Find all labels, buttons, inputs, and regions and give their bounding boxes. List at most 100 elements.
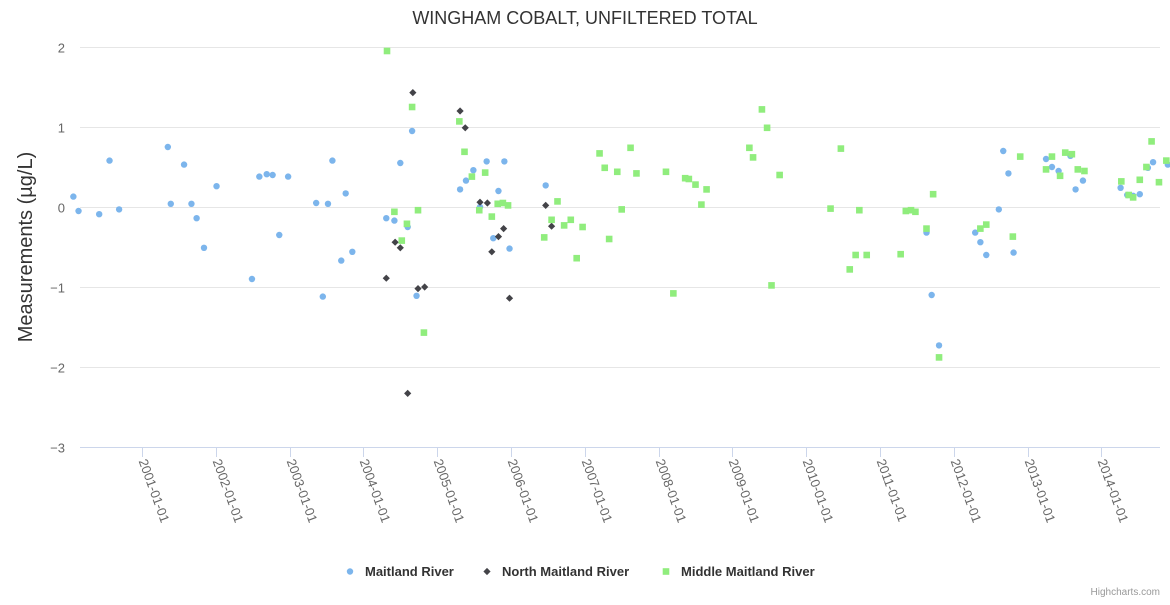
data-point[interactable] [106,157,113,164]
data-point[interactable] [494,200,502,208]
data-point[interactable] [837,145,845,152]
data-point[interactable] [1136,176,1144,184]
data-point[interactable] [560,222,568,229]
data-point[interactable] [573,254,580,262]
data-point[interactable] [456,186,464,193]
data-point[interactable] [499,199,507,207]
data-point[interactable] [662,168,670,176]
data-point[interactable] [977,239,984,246]
data-point[interactable] [391,208,398,216]
data-point[interactable] [613,168,621,176]
data-point[interactable] [319,293,327,300]
data-point[interactable] [685,175,693,183]
data-point[interactable] [681,174,689,182]
data-point[interactable] [1042,155,1050,163]
data-point[interactable] [983,251,990,259]
data-point[interactable] [633,170,640,177]
data-point[interactable] [863,251,871,259]
data-point[interactable] [75,207,82,215]
data-point[interactable] [398,237,406,244]
data-point[interactable] [1149,159,1157,166]
data-point[interactable] [495,187,502,195]
data-point[interactable] [481,169,489,176]
data-point[interactable] [542,201,550,209]
data-point[interactable] [972,229,979,236]
data-point[interactable] [413,292,420,299]
data-point[interactable] [1000,147,1007,155]
data-point[interactable] [263,171,270,178]
data-point[interactable] [483,158,490,165]
data-point[interactable] [982,221,990,228]
data-point[interactable] [408,103,416,111]
data-point[interactable] [404,389,412,397]
data-point[interactable] [542,182,549,189]
data-point[interactable] [1079,177,1087,184]
data-point[interactable] [548,216,555,224]
data-point[interactable] [414,285,422,293]
data-point[interactable] [501,158,508,165]
data-point[interactable] [579,223,586,231]
data-point[interactable] [554,198,561,205]
data-point[interactable] [763,124,771,132]
data-point[interactable] [95,211,103,218]
data-point[interactable] [470,167,477,174]
data-point[interactable] [505,294,514,302]
data-point[interactable] [567,216,575,224]
data-point[interactable] [391,238,399,246]
data-point[interactable] [70,193,77,200]
data-point[interactable] [1125,191,1133,199]
data-point[interactable] [461,124,469,132]
data-point[interactable] [284,173,292,180]
data-point[interactable] [540,234,548,241]
data-point[interactable] [167,200,174,207]
data-point[interactable] [397,159,404,167]
data-point[interactable] [403,220,411,228]
data-point[interactable] [995,206,1003,213]
data-point[interactable] [1048,153,1056,160]
data-point[interactable] [912,208,919,216]
data-point[interactable] [1117,184,1124,191]
data-point[interactable] [500,225,508,233]
data-point[interactable] [494,233,503,241]
data-point[interactable] [1048,163,1056,171]
data-point[interactable] [852,251,859,259]
legend-item-north-maitland-river[interactable]: North Maitland River [483,564,629,579]
data-point[interactable] [461,148,468,156]
data-point[interactable] [1129,194,1137,201]
data-point[interactable] [248,275,256,283]
data-point[interactable] [342,190,349,197]
data-point[interactable] [115,206,123,213]
data-point[interactable] [188,200,195,207]
data-point[interactable] [758,106,766,113]
data-point[interactable] [897,250,904,258]
data-point[interactable] [488,248,496,256]
data-point[interactable] [164,143,172,151]
data-point[interactable] [605,235,613,243]
data-point[interactable] [276,231,283,239]
data-point[interactable] [935,342,943,349]
data-point[interactable] [923,225,930,232]
data-point[interactable] [200,244,208,251]
data-point[interactable] [929,190,937,198]
data-point[interactable] [414,206,422,214]
data-point[interactable] [827,205,834,212]
data-point[interactable] [382,274,390,282]
data-point[interactable] [420,329,428,336]
data-point[interactable] [1118,178,1125,185]
data-point[interactable] [462,177,470,184]
data-point[interactable] [475,206,483,214]
data-point[interactable] [977,225,984,232]
data-point[interactable] [1056,172,1064,180]
data-point[interactable] [1061,149,1069,156]
data-point[interactable] [846,266,854,273]
data-point[interactable] [338,257,345,264]
data-point[interactable] [618,206,625,213]
data-point[interactable] [456,107,464,115]
data-point[interactable] [256,173,263,180]
data-point[interactable] [703,186,710,193]
data-point[interactable] [1136,191,1143,198]
data-point[interactable] [935,354,943,361]
data-point[interactable] [409,89,417,97]
data-point[interactable] [213,183,220,190]
data-point[interactable] [396,244,404,252]
